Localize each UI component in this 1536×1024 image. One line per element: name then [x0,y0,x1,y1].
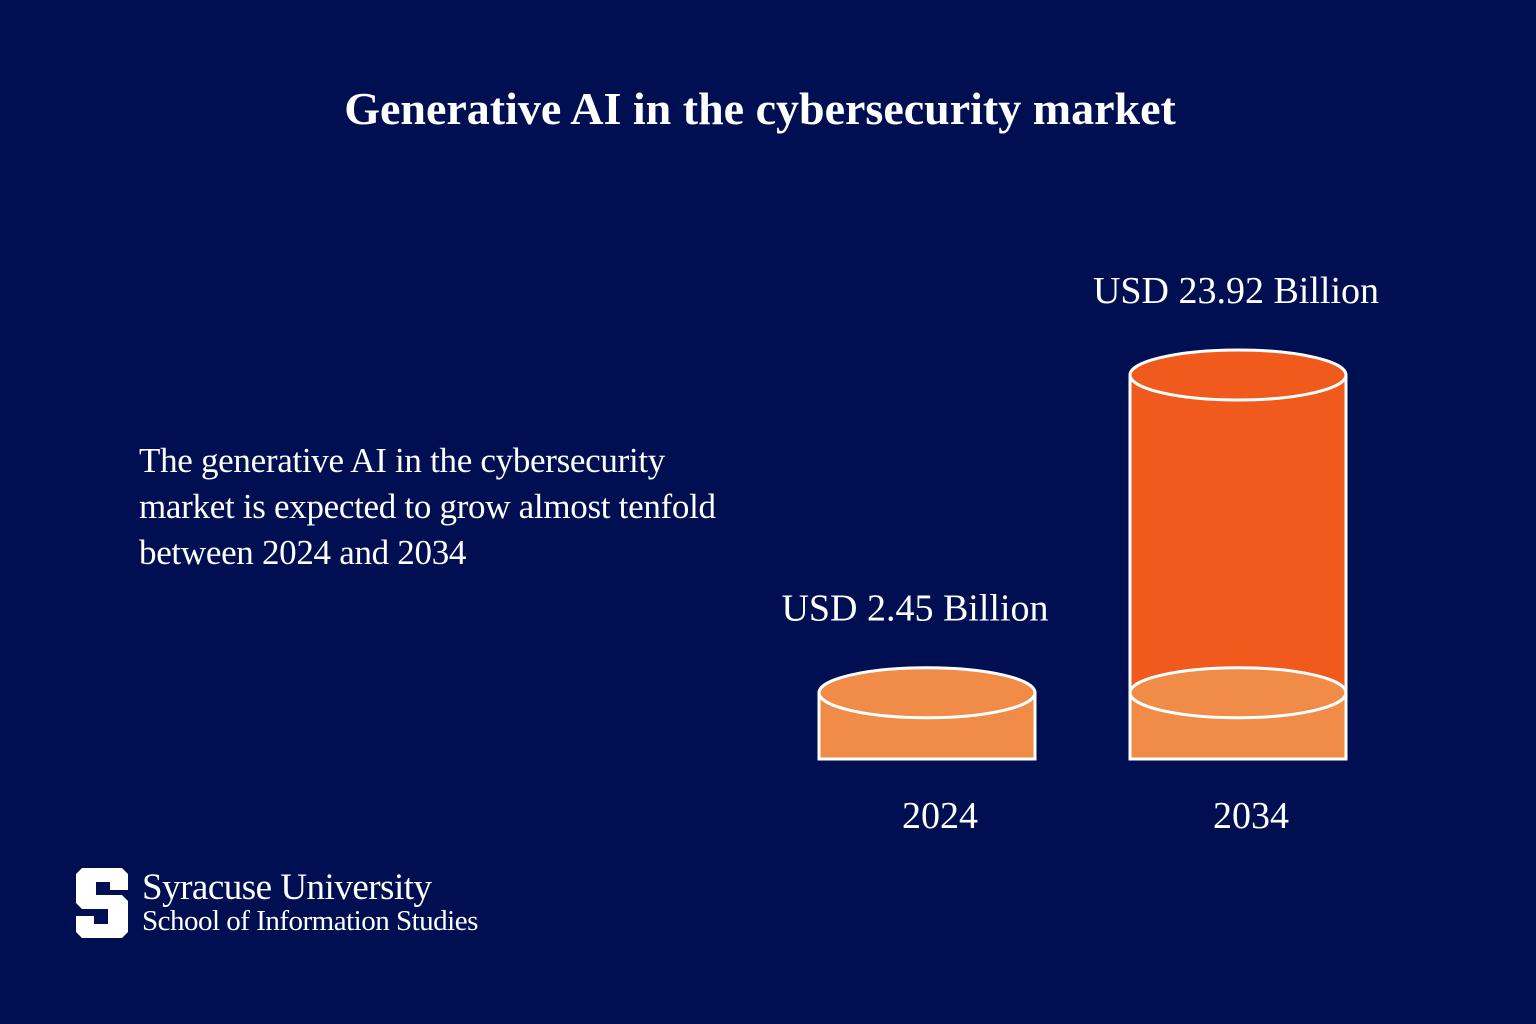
chart-title: Generative AI in the cybersecurity marke… [344,83,1176,134]
category-label: 2024 [902,795,978,837]
university-name: Syracuse University [142,867,432,908]
data-label: USD 2.45 Billion [781,588,1048,630]
category-label: 2034 [1213,795,1289,837]
cylinder-level-ellipse [1128,666,1348,720]
cylinder-body-fill [1131,374,1345,695]
cylinder-top-ellipse [817,666,1037,720]
block-s-logo-icon [76,868,128,938]
data-label: USD 23.92 Billion [1093,270,1379,312]
syracuse-logo: Syracuse University School of Informatio… [76,868,478,938]
description-text: The generative AI in the cybersecurity m… [139,441,716,572]
cylinder-top-ellipse [1128,348,1348,402]
school-name: School of Information Studies [142,905,478,937]
